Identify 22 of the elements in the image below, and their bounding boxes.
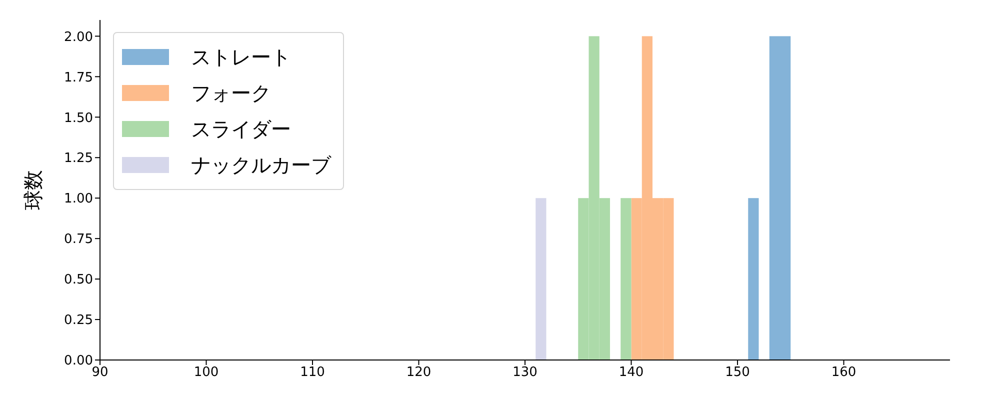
x-tick-label: 130 — [512, 365, 538, 380]
y-tick-label: 1.50 — [64, 110, 93, 126]
y-axis-title: 球数 — [21, 170, 46, 210]
legend-label: スライダー — [191, 116, 291, 142]
legend-label: ナックルカーブ — [191, 152, 331, 178]
y-tick-label: 1.75 — [64, 70, 93, 86]
y-tick-label: 0.00 — [64, 354, 93, 369]
y-tick-label: 0.25 — [64, 313, 93, 328]
x-tick-label: 150 — [725, 365, 750, 380]
x-tick-label: 140 — [618, 365, 644, 380]
y-tick-label: 1.00 — [64, 192, 93, 207]
x-tick-label: 160 — [831, 365, 856, 380]
y-tick-label: 2.00 — [64, 30, 93, 45]
legend-label: フォーク — [191, 80, 271, 106]
x-tick-label: 90 — [92, 365, 108, 380]
x-tick-label: 120 — [406, 365, 432, 380]
x-tick-label: 100 — [194, 365, 219, 380]
legend-label: ストレート — [191, 44, 291, 70]
y-tick-label: 0.75 — [64, 232, 93, 248]
y-tick-label: 1.25 — [64, 151, 93, 166]
y-tick-label: 0.50 — [64, 272, 93, 288]
x-tick-label: 110 — [300, 365, 325, 380]
